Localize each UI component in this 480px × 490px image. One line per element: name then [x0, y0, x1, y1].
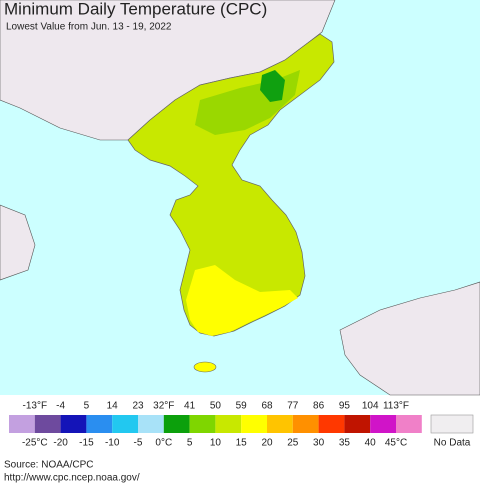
celsius-label: -10	[105, 438, 120, 449]
fahrenheit-label: -13°F	[23, 401, 48, 412]
fahrenheit-label: 41	[184, 401, 196, 412]
legend-swatch	[9, 415, 35, 433]
no-data-label: No Data	[434, 438, 471, 449]
no-data-swatch	[430, 414, 474, 434]
legend-swatch	[215, 415, 242, 433]
fahrenheit-label: 14	[107, 401, 119, 412]
fahrenheit-label: 95	[339, 401, 351, 412]
title: Minimum Daily Temperature (CPC)	[4, 0, 267, 18]
fahrenheit-label: 104	[362, 401, 379, 412]
fahrenheit-label: 32°F	[153, 401, 174, 412]
fahrenheit-label: 59	[236, 401, 248, 412]
legend-swatch	[241, 415, 267, 433]
celsius-label: 10	[210, 438, 222, 449]
fahrenheit-label: 23	[132, 401, 144, 412]
celsius-label: 25	[287, 438, 299, 449]
legend-swatch	[163, 415, 190, 433]
fahrenheit-label: 113°F	[383, 401, 409, 412]
celsius-label: 0°C	[155, 438, 172, 449]
cold-spot	[260, 70, 285, 102]
korea	[127, 33, 335, 337]
legend-swatch	[370, 415, 396, 433]
source: Source: NOAA/CPC	[4, 460, 93, 471]
fahrenheit-label: 77	[287, 401, 299, 412]
source-url: http://www.cpc.ncep.noaa.gov/	[4, 473, 140, 484]
land-japan	[339, 281, 480, 396]
fahrenheit-label: 68	[261, 401, 273, 412]
legend-swatch	[34, 415, 61, 433]
legend-swatch	[112, 415, 138, 433]
legend-swatch	[344, 415, 371, 433]
south-zone	[186, 265, 298, 336]
legend-swatch	[396, 415, 422, 433]
legend-swatch	[138, 415, 164, 433]
celsius-label: -20	[53, 438, 68, 449]
celsius-label: 45°C	[385, 438, 407, 449]
celsius-label: 5	[187, 438, 193, 449]
celsius-label: 15	[236, 438, 248, 449]
subtitle: Lowest Value from Jun. 13 - 19, 2022	[6, 22, 172, 33]
land-west	[0, 204, 36, 281]
celsius-label: -15	[79, 438, 94, 449]
legend-swatch	[318, 415, 345, 433]
celsius-label: 30	[313, 438, 325, 449]
legend: -13°F -4 5 14 23 32°F 41 50 59 68 77 86 95 104 113°F -2…	[9, 401, 422, 449]
fahrenheit-label: 5	[84, 401, 90, 412]
fahrenheit-label: 50	[210, 401, 222, 412]
celsius-label: 20	[261, 438, 273, 449]
legend-swatch	[86, 415, 113, 433]
celsius-label: 40	[365, 438, 377, 449]
celsius-label: -5	[134, 438, 143, 449]
legend-swatch	[267, 415, 293, 433]
legend-swatch	[60, 415, 87, 433]
legend-swatch	[189, 415, 216, 433]
celsius-label: -25°C	[22, 438, 48, 449]
legend-swatch	[292, 415, 319, 433]
celsius-label: 35	[339, 438, 351, 449]
jeju	[193, 361, 217, 373]
fahrenheit-label: -4	[56, 401, 65, 412]
fahrenheit-label: 86	[313, 401, 325, 412]
